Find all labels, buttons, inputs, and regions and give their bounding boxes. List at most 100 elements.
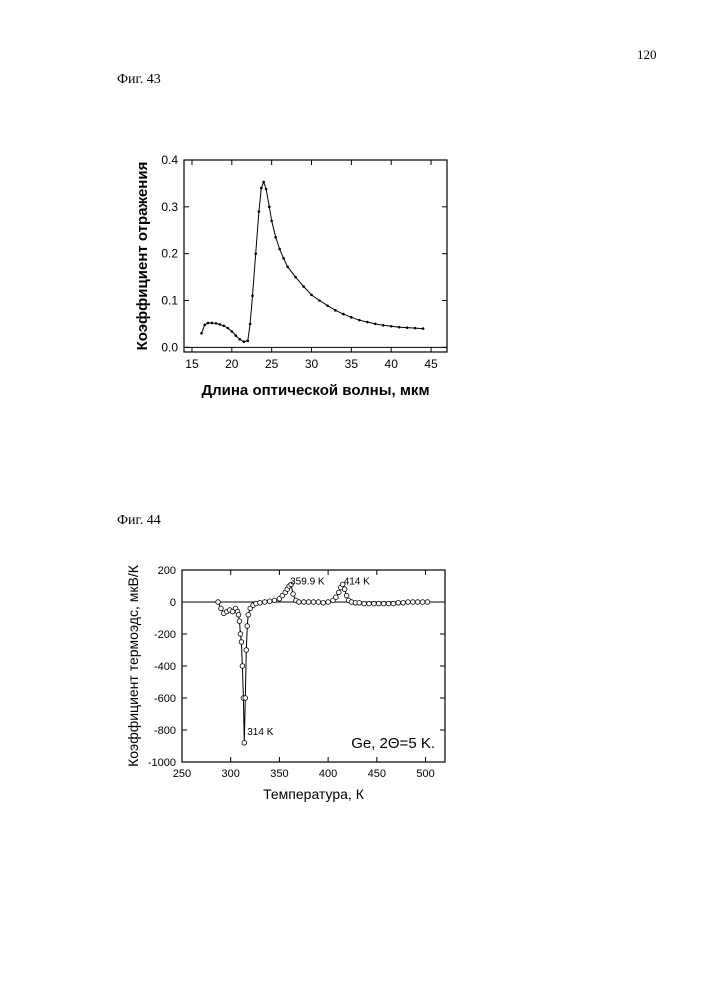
fig43-data-point <box>374 323 377 326</box>
fig43-data-point <box>302 285 305 288</box>
fig43-data-point <box>211 322 214 325</box>
fig43-x-tick-label: 15 <box>185 357 199 371</box>
fig44-data-point <box>240 664 245 669</box>
fig44-data-point <box>381 601 386 606</box>
fig44-y-tick-label: -600 <box>154 693 176 705</box>
fig44-data-point <box>216 600 221 605</box>
fig44-data-point <box>242 741 247 746</box>
fig44-data-point <box>415 600 420 605</box>
fig43-data-point <box>326 304 329 307</box>
fig44-data-point <box>244 648 249 653</box>
fig44-data-point <box>344 593 349 598</box>
fig44-data-point <box>258 601 263 606</box>
fig44-data-point <box>391 601 396 606</box>
fig43-x-tick-label: 30 <box>305 357 319 371</box>
fig44-data-point <box>425 600 430 605</box>
fig43-data-point <box>251 295 254 298</box>
fig44-data-point <box>396 601 401 606</box>
fig44-data-point <box>362 601 367 606</box>
fig43-data-point <box>227 327 230 330</box>
fig44-y-axis-label: Коэффициент термоэдс, мкВ/К <box>125 564 141 767</box>
fig44-data-point <box>297 600 302 605</box>
fig44-data-point <box>337 590 342 595</box>
fig44-data-point <box>262 600 267 605</box>
fig43-data-point <box>310 294 313 297</box>
fig43-data-point <box>262 181 265 184</box>
fig43-y-axis-label: Коэффициент отражения <box>134 162 151 351</box>
fig43-data-point <box>406 326 409 329</box>
fig43-data-point <box>223 324 226 327</box>
fig44-data-point <box>401 601 406 606</box>
fig44-y-tick-label: -400 <box>154 661 176 673</box>
fig44-data-point <box>243 696 248 701</box>
fig44-data-point <box>376 601 381 606</box>
fig44-data-point <box>311 600 316 605</box>
fig43-data-point <box>207 322 210 325</box>
fig43-data-point <box>358 319 361 322</box>
fig43-x-axis-label: Длина оптической волны, мкм <box>201 382 429 399</box>
fig43-series-line <box>202 182 424 342</box>
fig43-x-tick-label: 35 <box>345 357 359 371</box>
fig44-x-tick-label: 450 <box>368 768 386 780</box>
fig44-data-point <box>334 595 339 600</box>
fig44-data-point <box>306 600 311 605</box>
fig43-y-tick-label: 0.1 <box>161 293 178 307</box>
fig44-data-point <box>246 613 251 618</box>
fig44-data-point <box>237 619 242 624</box>
fig44-data-point <box>367 601 372 606</box>
fig43-data-point <box>294 276 297 279</box>
fig44-plot-frame <box>182 570 445 762</box>
fig43-data-point <box>268 206 271 209</box>
fig43-x-tick-label: 40 <box>385 357 399 371</box>
fig43-data-point <box>260 187 263 190</box>
fig44-data-point <box>267 599 272 604</box>
fig43-data-point <box>238 338 241 341</box>
fig44-data-point <box>386 601 391 606</box>
fig44-y-tick-label: -1000 <box>148 757 176 769</box>
fig43-data-point <box>235 334 238 337</box>
fig44-data-point <box>236 613 241 618</box>
fig43-data-point <box>203 324 206 327</box>
fig44-x-tick-label: 250 <box>173 768 191 780</box>
fig44-x-tick-label: 300 <box>222 768 240 780</box>
fig43-data-point <box>318 299 321 302</box>
fig43-data-point <box>414 327 417 330</box>
fig44-data-point <box>245 624 250 629</box>
fig44-data-point <box>238 632 243 637</box>
fig44-data-point <box>372 601 377 606</box>
fig44-data-point <box>406 600 411 605</box>
fig44-data-point <box>316 600 321 605</box>
fig43-y-tick-label: 0.0 <box>161 340 178 354</box>
fig44-data-point <box>342 587 347 592</box>
fig43-data-point <box>278 248 281 251</box>
fig43-x-tick-label: 20 <box>225 357 239 371</box>
fig44-data-point <box>321 601 326 606</box>
fig44-data-point <box>411 600 416 605</box>
fig43-y-tick-label: 0.2 <box>161 247 178 261</box>
fig43-data-point <box>249 323 252 326</box>
fig44-peak-annotation: 359.9 K <box>290 576 325 587</box>
fig43-data-point <box>398 326 401 329</box>
fig44-data-point <box>357 601 362 606</box>
fig44-x-tick-label: 500 <box>416 768 434 780</box>
fig43-data-point <box>282 257 285 260</box>
fig43-data-point <box>274 236 277 239</box>
fig44-y-tick-label: -200 <box>154 629 176 641</box>
fig44-x-tick-label: 400 <box>319 768 337 780</box>
fig44-y-tick-label: 200 <box>158 565 176 577</box>
fig44-x-tick-label: 350 <box>270 768 288 780</box>
fig43-data-point <box>390 325 393 328</box>
fig44-data-point <box>301 600 306 605</box>
fig44-y-tick-label: 0 <box>170 597 176 609</box>
fig44-data-point <box>326 600 331 605</box>
fig44-legend-text: Ge, 2Θ=5 K. <box>351 735 435 752</box>
fig44-x-axis-label: Температура, К <box>263 786 365 802</box>
fig43-data-point <box>422 327 425 330</box>
fig43-data-point <box>231 330 234 333</box>
fig43-y-tick-label: 0.4 <box>161 153 178 167</box>
fig43-data-point <box>342 313 345 316</box>
fig43-data-point <box>200 332 203 335</box>
fig43-data-point <box>366 321 369 324</box>
fig43-data-point <box>242 340 245 343</box>
fig43-data-point <box>258 210 261 213</box>
